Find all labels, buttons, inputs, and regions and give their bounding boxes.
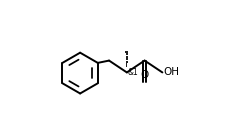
Text: O: O bbox=[140, 70, 148, 80]
Text: OH: OH bbox=[162, 67, 178, 77]
Text: &1: &1 bbox=[127, 68, 138, 77]
